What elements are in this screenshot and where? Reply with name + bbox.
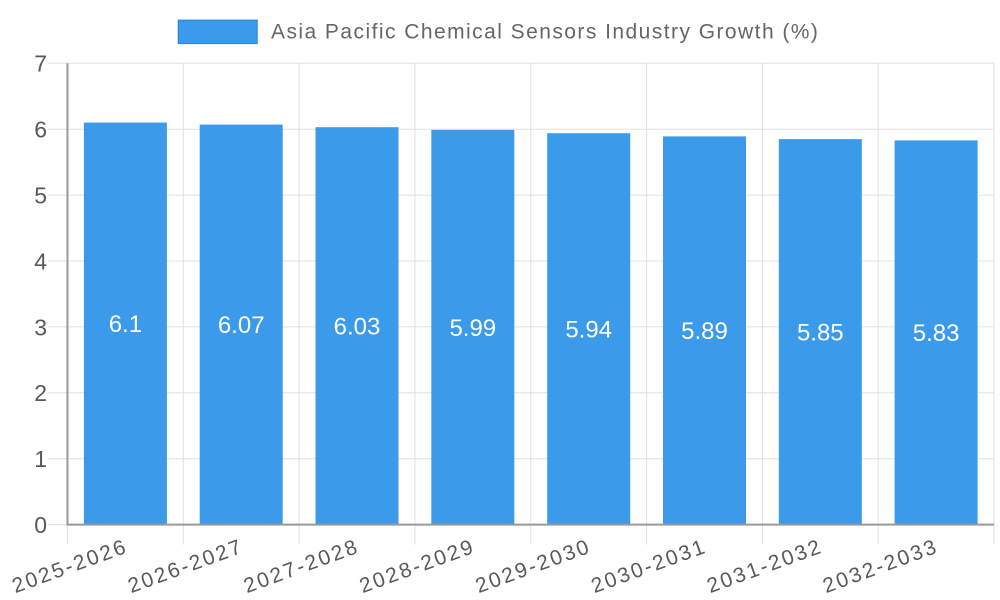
svg-text:6.03: 6.03 [334, 314, 381, 341]
svg-text:5.85: 5.85 [797, 319, 844, 346]
svg-text:2: 2 [34, 380, 47, 406]
svg-text:4: 4 [34, 248, 47, 274]
svg-text:Asia Pacific Chemical Sensors: Asia Pacific Chemical Sensors Industry G… [271, 21, 819, 44]
svg-text:5: 5 [34, 183, 47, 209]
svg-text:5.94: 5.94 [565, 317, 612, 344]
svg-text:1: 1 [34, 446, 47, 472]
svg-text:5.89: 5.89 [681, 318, 728, 345]
svg-text:3: 3 [34, 314, 47, 340]
svg-text:0: 0 [34, 512, 47, 538]
svg-text:7: 7 [34, 51, 47, 77]
svg-text:6: 6 [34, 117, 47, 143]
svg-text:6.1: 6.1 [109, 311, 142, 338]
svg-text:5.99: 5.99 [449, 315, 496, 342]
svg-text:6.07: 6.07 [218, 312, 265, 339]
svg-text:5.83: 5.83 [913, 320, 960, 347]
